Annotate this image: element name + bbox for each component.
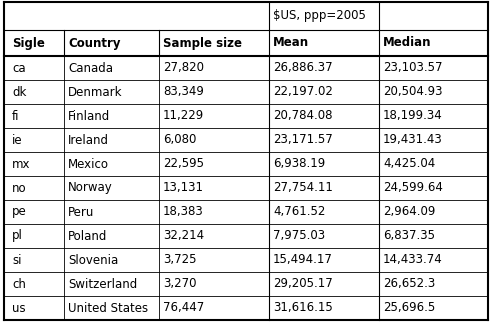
Text: 20,784.08: 20,784.08 — [273, 110, 333, 123]
Text: 13,131: 13,131 — [163, 182, 204, 195]
Text: 26,652.3: 26,652.3 — [383, 277, 435, 290]
Text: 26,886.37: 26,886.37 — [273, 62, 333, 75]
Text: $US, ppp=2005: $US, ppp=2005 — [273, 9, 366, 22]
Text: dk: dk — [12, 85, 26, 98]
Text: 19,431.43: 19,431.43 — [383, 134, 443, 146]
Text: 27,820: 27,820 — [163, 62, 204, 75]
Text: Poland: Poland — [68, 230, 107, 243]
Text: Sigle: Sigle — [12, 37, 45, 50]
Text: 83,349: 83,349 — [163, 85, 204, 98]
Text: ie: ie — [12, 134, 23, 146]
Text: us: us — [12, 302, 25, 315]
Text: 24,599.64: 24,599.64 — [383, 182, 443, 195]
Text: 22,595: 22,595 — [163, 157, 204, 170]
Text: si: si — [12, 254, 22, 266]
Text: 4,425.04: 4,425.04 — [383, 157, 435, 170]
Text: 31,616.15: 31,616.15 — [273, 302, 333, 315]
Text: fi: fi — [12, 110, 20, 123]
Text: Country: Country — [68, 37, 121, 50]
Text: 15,494.17: 15,494.17 — [273, 254, 333, 266]
Text: 32,214: 32,214 — [163, 230, 204, 243]
Text: Slovenia: Slovenia — [68, 254, 118, 266]
Text: 6,938.19: 6,938.19 — [273, 157, 325, 170]
Text: 14,433.74: 14,433.74 — [383, 254, 443, 266]
Text: 6,080: 6,080 — [163, 134, 196, 146]
Text: 22,197.02: 22,197.02 — [273, 85, 333, 98]
Text: ca: ca — [12, 62, 25, 75]
Text: Mean: Mean — [273, 37, 309, 50]
Text: 7,975.03: 7,975.03 — [273, 230, 325, 243]
Text: 76,447: 76,447 — [163, 302, 204, 315]
Text: 25,696.5: 25,696.5 — [383, 302, 435, 315]
Text: Canada: Canada — [68, 62, 113, 75]
Text: 3,725: 3,725 — [163, 254, 196, 266]
Text: Median: Median — [383, 37, 432, 50]
Text: 23,171.57: 23,171.57 — [273, 134, 333, 146]
Text: 20,504.93: 20,504.93 — [383, 85, 442, 98]
Text: no: no — [12, 182, 26, 195]
Text: mx: mx — [12, 157, 30, 170]
Text: Denmark: Denmark — [68, 85, 122, 98]
Text: United States: United States — [68, 302, 148, 315]
Text: Mexico: Mexico — [68, 157, 109, 170]
Text: 23,103.57: 23,103.57 — [383, 62, 442, 75]
Text: 27,754.11: 27,754.11 — [273, 182, 333, 195]
Text: Finland: Finland — [68, 110, 110, 123]
Text: 29,205.17: 29,205.17 — [273, 277, 333, 290]
Text: 11,229: 11,229 — [163, 110, 204, 123]
Text: 18,199.34: 18,199.34 — [383, 110, 443, 123]
Text: 18,383: 18,383 — [163, 205, 204, 218]
Text: Switzerland: Switzerland — [68, 277, 137, 290]
Text: 6,837.35: 6,837.35 — [383, 230, 435, 243]
Text: 3,270: 3,270 — [163, 277, 196, 290]
Text: pe: pe — [12, 205, 27, 218]
Text: 2,964.09: 2,964.09 — [383, 205, 436, 218]
Text: Sample size: Sample size — [163, 37, 242, 50]
Text: ch: ch — [12, 277, 26, 290]
Text: pl: pl — [12, 230, 23, 243]
Text: Ireland: Ireland — [68, 134, 109, 146]
Text: Norway: Norway — [68, 182, 113, 195]
Text: Peru: Peru — [68, 205, 95, 218]
Text: 4,761.52: 4,761.52 — [273, 205, 325, 218]
